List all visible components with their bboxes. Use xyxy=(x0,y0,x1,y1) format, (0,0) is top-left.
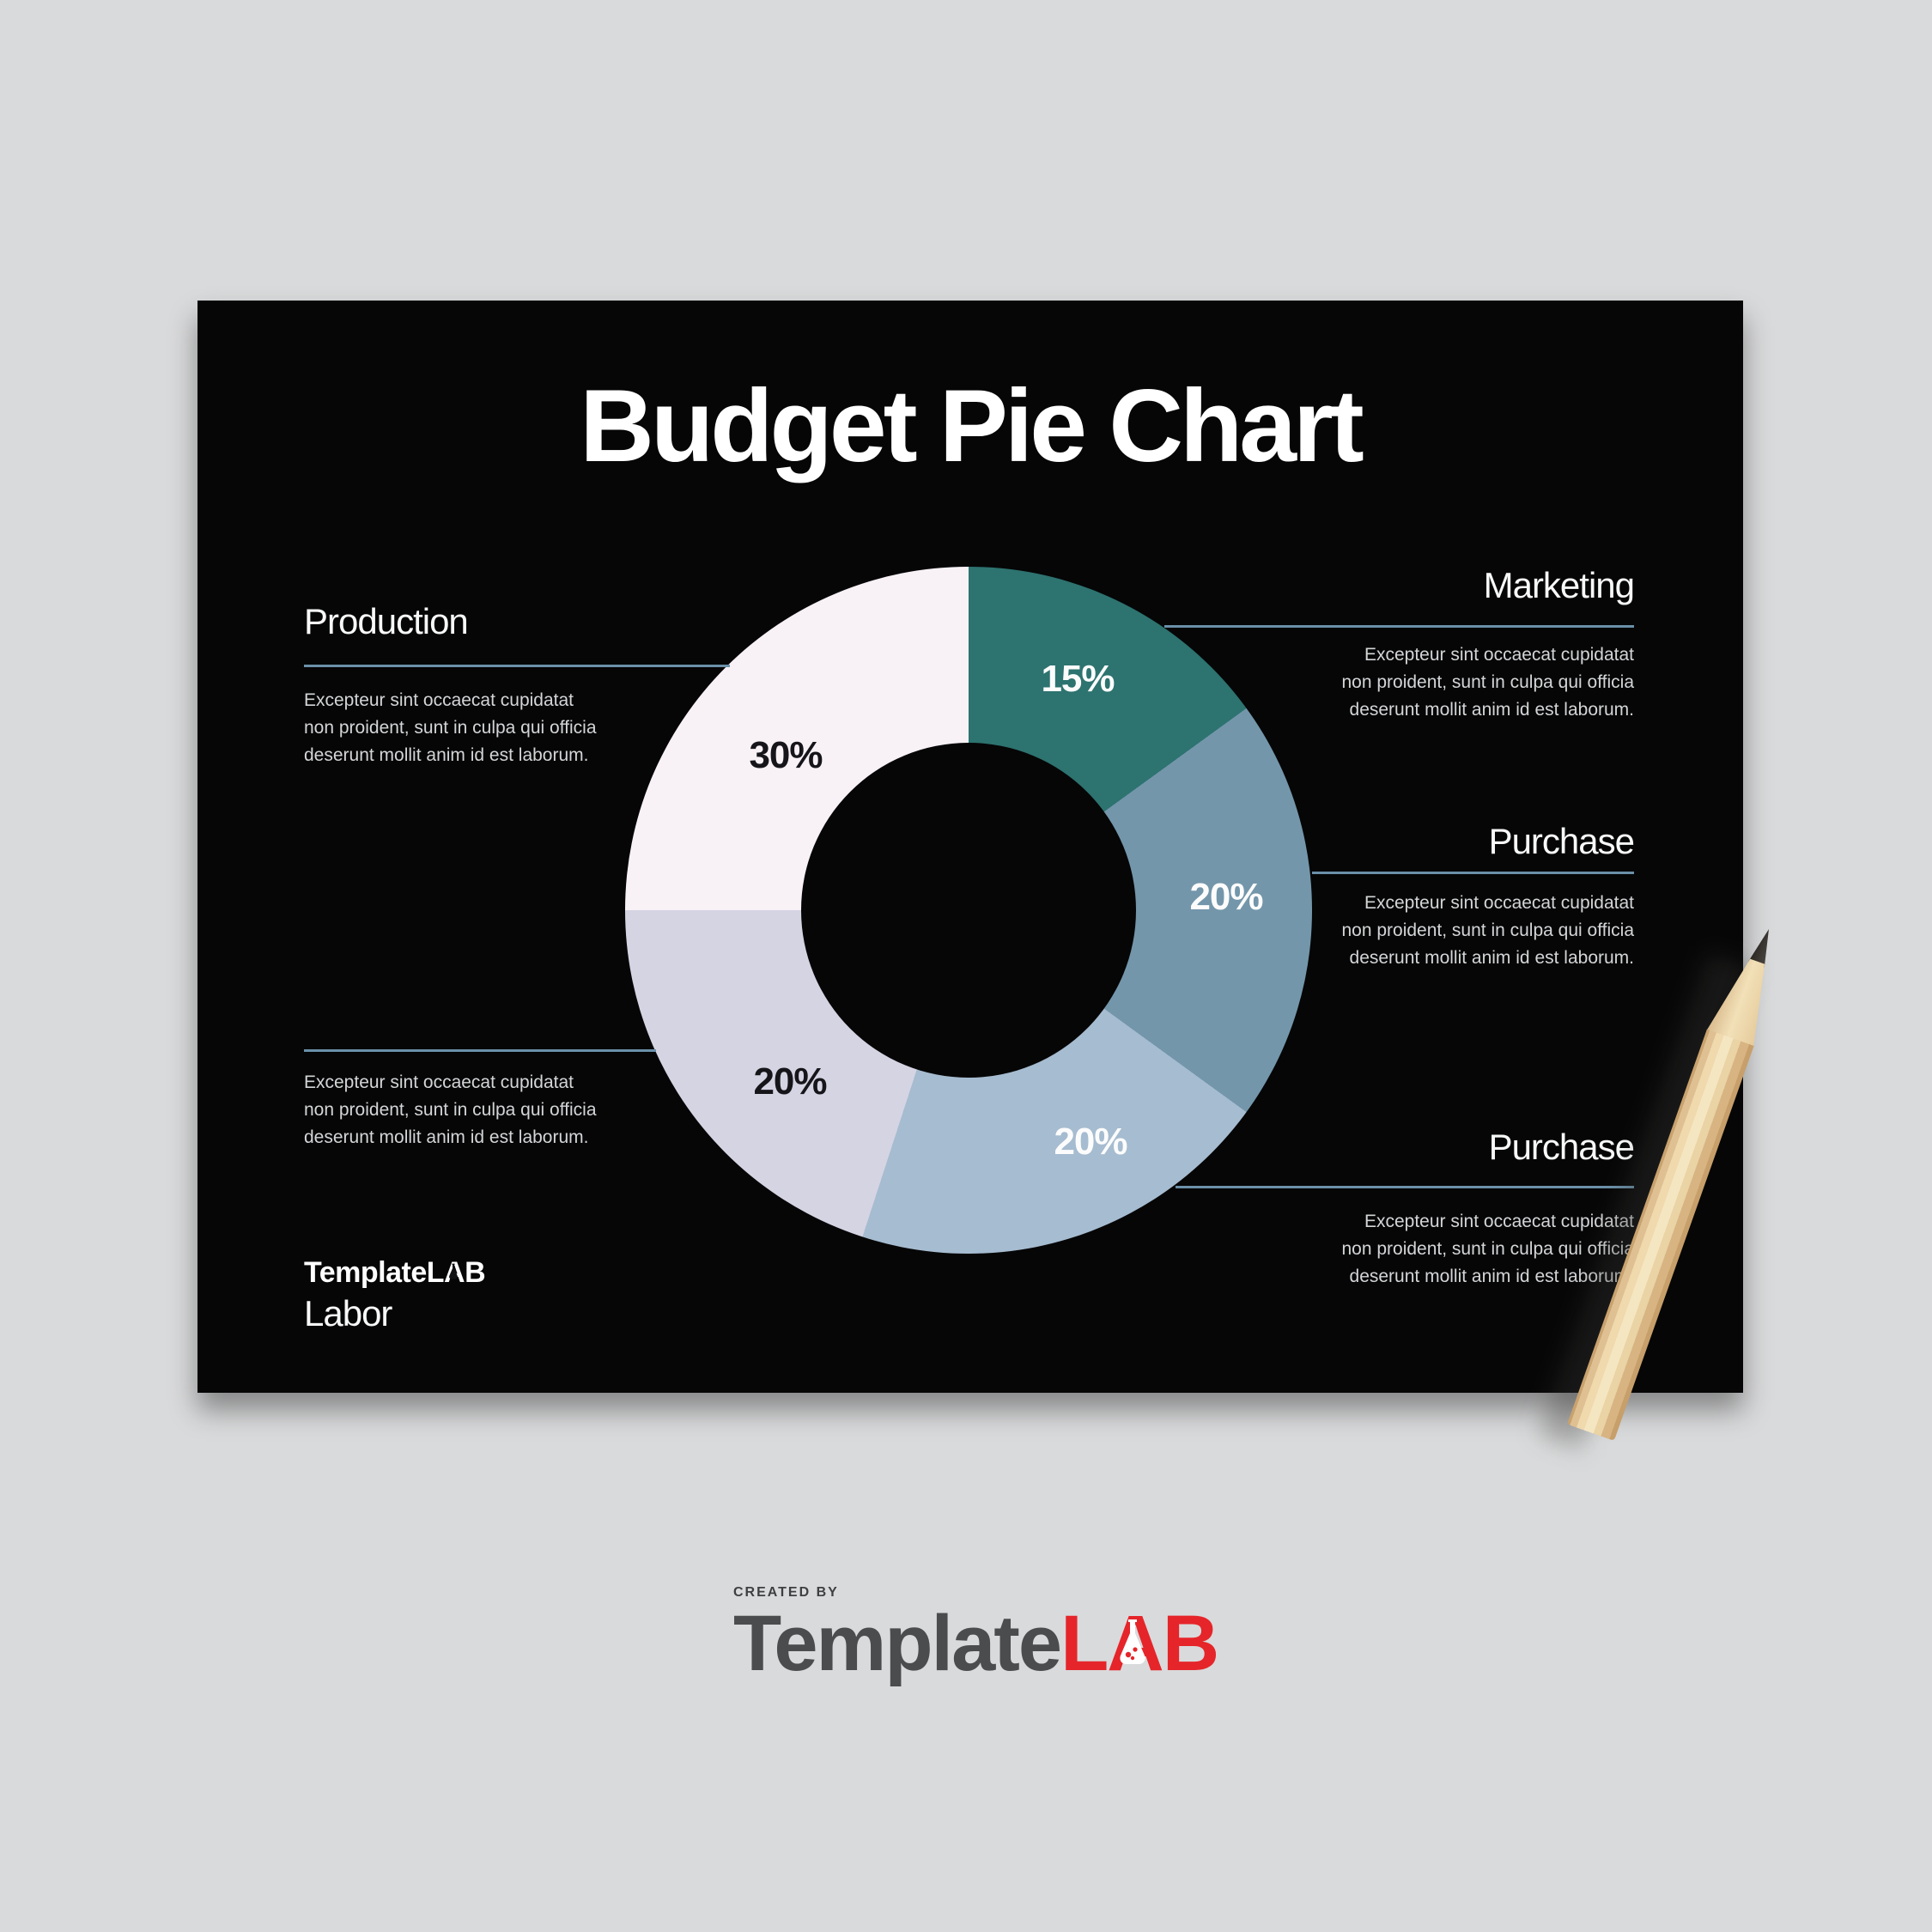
body-line: Excepteur sint occaecat cupidatat xyxy=(304,690,574,710)
logo-letter-a: A xyxy=(1107,1604,1163,1683)
body-line: non proident, sunt in culpa qui officia xyxy=(304,1100,597,1120)
body-line: deserunt mollit anim id est laborum. xyxy=(1349,700,1634,720)
budget-pie-chart-card: Budget Pie Chart 15% 20% 20% 20% 30% Pro… xyxy=(197,301,1743,1393)
logo-letter-a: A xyxy=(444,1256,465,1290)
callout-heading-production: Production xyxy=(304,601,469,641)
callout-body-marketing: Excepteur sint occaecat cupidatat non pr… xyxy=(1341,641,1634,724)
callout-heading-purchase-2: Purchase xyxy=(1488,1127,1635,1167)
donut-hole xyxy=(801,743,1136,1078)
page-title: Budget Pie Chart xyxy=(580,368,1364,483)
templatelab-logo-card: TemplateLAB xyxy=(304,1256,486,1290)
logo-text-template: Template xyxy=(304,1256,427,1289)
body-line: deserunt mollit anim id est laborum. xyxy=(304,745,589,765)
callout-body-production: Excepteur sint occaecat cupidatat non pr… xyxy=(304,687,597,769)
slice-value-production: 30% xyxy=(749,734,823,776)
callout-body-labor: Excepteur sint occaecat cupidatat non pr… xyxy=(304,1069,597,1151)
leader-line-marketing xyxy=(1164,625,1634,628)
body-line: Excepteur sint occaecat cupidatat xyxy=(1364,645,1634,665)
slice-value-marketing: 15% xyxy=(1041,658,1115,700)
body-line: non proident, sunt in culpa qui officia xyxy=(304,718,597,738)
callout-heading-labor: Labor xyxy=(304,1293,392,1334)
logo-text-b: B xyxy=(1162,1600,1219,1687)
body-line: Excepteur sint occaecat cupidatat xyxy=(304,1072,574,1092)
logo-text-l: L xyxy=(1060,1600,1109,1687)
body-line: non proident, sunt in culpa qui officia xyxy=(1341,1239,1634,1259)
leader-line-purchase-2 xyxy=(1176,1186,1634,1188)
logo-text-l: L xyxy=(426,1256,445,1289)
templatelab-logo-footer: TemplateLAB xyxy=(733,1604,1219,1683)
logo-text-b: B xyxy=(465,1256,486,1289)
flask-icon xyxy=(449,1263,458,1279)
leader-line-labor xyxy=(304,1049,656,1052)
slice-value-purchase-1: 20% xyxy=(1189,876,1263,918)
footer-branding: CREATED BY TemplateLAB xyxy=(733,1585,1219,1683)
created-by-label: CREATED BY xyxy=(733,1585,839,1600)
body-line: non proident, sunt in culpa qui officia xyxy=(1341,672,1634,692)
slice-value-labor: 20% xyxy=(753,1060,827,1103)
callout-heading-marketing: Marketing xyxy=(1483,565,1635,605)
body-line: Excepteur sint occaecat cupidatat xyxy=(1364,1212,1634,1231)
body-line: Excepteur sint occaecat cupidatat xyxy=(1364,893,1634,913)
body-line: deserunt mollit anim id est laborum. xyxy=(304,1127,589,1147)
callout-body-purchase-2: Excepteur sint occaecat cupidatat non pr… xyxy=(1341,1208,1634,1291)
slice-value-purchase-2: 20% xyxy=(1054,1121,1127,1163)
leader-line-production xyxy=(304,665,730,667)
leader-line-purchase-1 xyxy=(1312,872,1634,874)
body-line: non proident, sunt in culpa qui officia xyxy=(1341,920,1634,940)
callout-body-purchase-1: Excepteur sint occaecat cupidatat non pr… xyxy=(1341,890,1634,972)
flask-icon xyxy=(1120,1619,1145,1664)
callout-heading-purchase-1: Purchase xyxy=(1488,821,1635,861)
body-line: deserunt mollit anim id est laborum. xyxy=(1349,1267,1634,1286)
logo-text-template: Template xyxy=(733,1600,1062,1687)
body-line: deserunt mollit anim id est laborum. xyxy=(1349,948,1634,968)
